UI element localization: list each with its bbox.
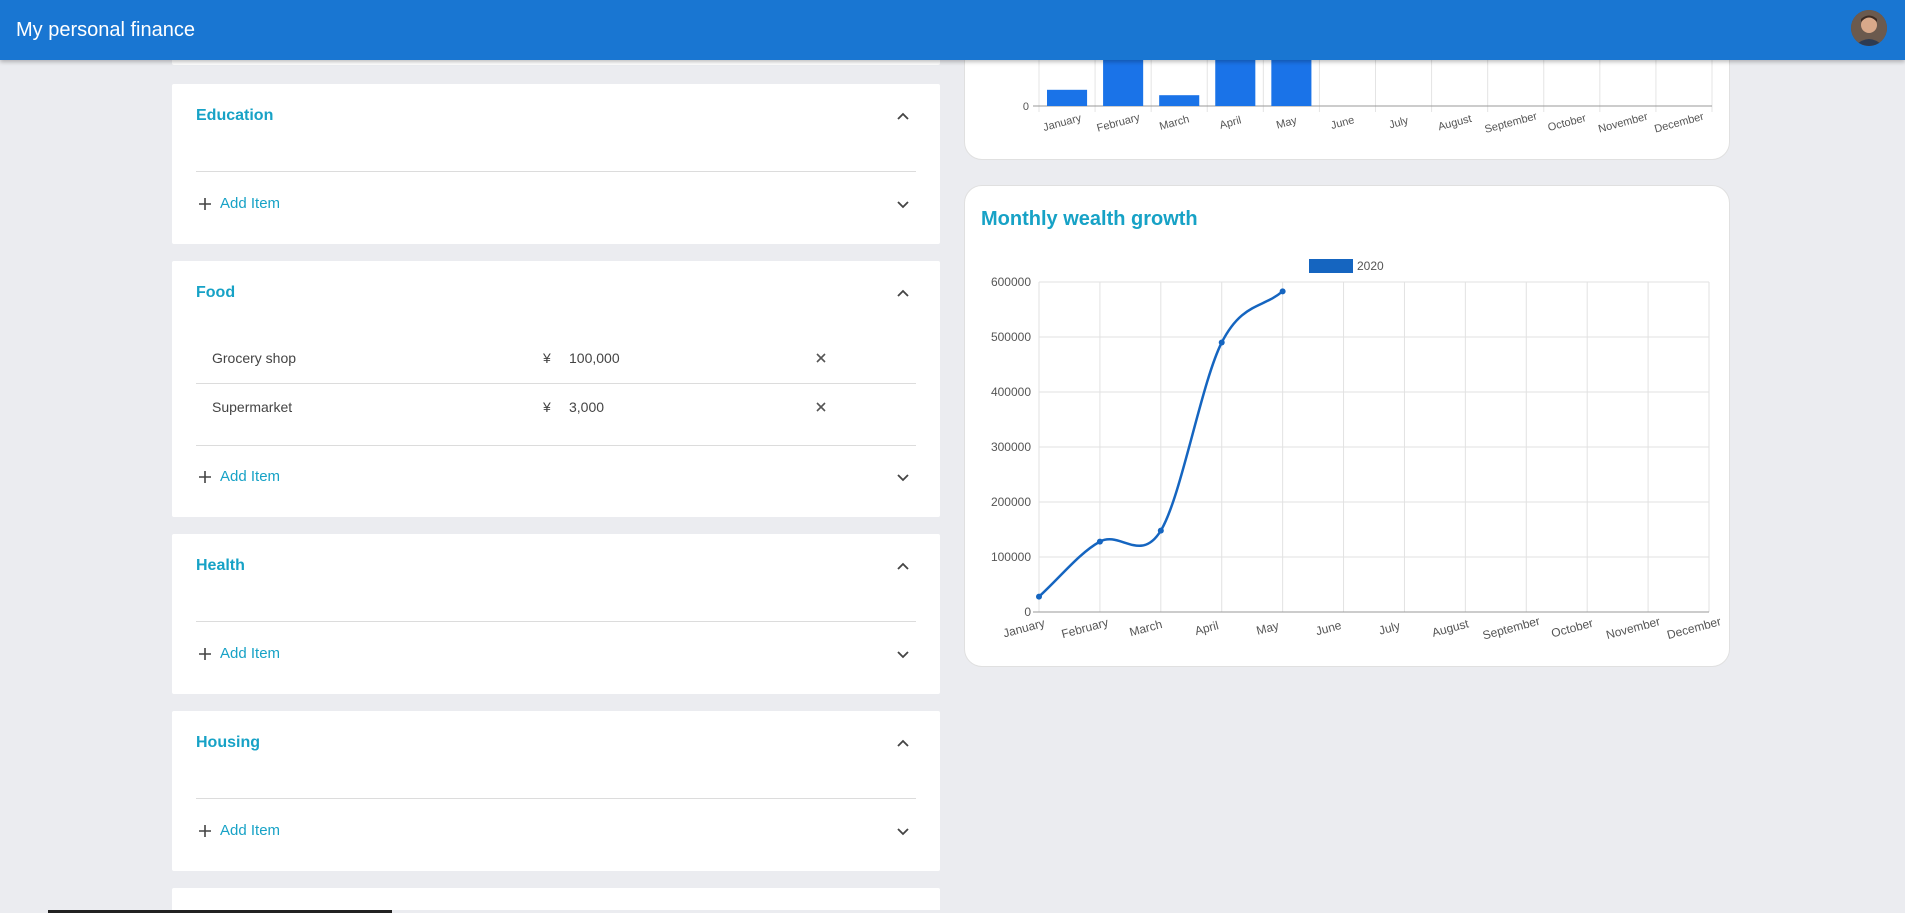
y-tick-label: 600000 (991, 275, 1031, 289)
x-tick-label: July (1377, 619, 1401, 638)
add-item-label: Add Item (220, 195, 281, 212)
add-item-label: Add Item (220, 468, 281, 485)
y-tick-label: 400000 (991, 385, 1031, 399)
x-tick-label: January (1042, 112, 1083, 134)
bar-february (1103, 54, 1144, 106)
category-card-food: Food Grocery shop ¥ 100,000 Supermarket … (172, 261, 940, 517)
currency-symbol: ¥ (543, 350, 551, 366)
app-bar: My personal finance (0, 0, 1905, 60)
category-title: Food (196, 284, 236, 301)
add-item-label: Add Item (220, 645, 281, 662)
chevron-down-icon[interactable] (896, 825, 910, 839)
category-title: Health (196, 557, 245, 574)
x-tick-label: June (1330, 114, 1356, 132)
bottom-edge (0, 910, 1905, 913)
plus-icon (199, 647, 211, 660)
bar-may (1271, 54, 1312, 106)
data-point (1218, 339, 1225, 346)
bar-march (1159, 95, 1200, 106)
expense-name[interactable]: Supermarket (212, 399, 293, 415)
x-tick-label: August (1430, 616, 1470, 639)
line-chart: 2020 0 100000 200000 300000 400000 500000 60000… (991, 259, 1723, 643)
divider (196, 171, 916, 172)
x-tick-label: March (1128, 617, 1164, 639)
chevron-up-icon[interactable] (896, 736, 910, 750)
category-title: Housing (196, 734, 260, 751)
x-tick-label: February (1096, 111, 1142, 134)
y-tick-label: 0 (1024, 605, 1031, 619)
x-tick-label: October (1550, 616, 1595, 641)
x-tick-label: January (1002, 616, 1047, 641)
delete-icon[interactable] (814, 400, 828, 414)
x-tick-label: August (1437, 113, 1473, 133)
category-card-education: Education Add Item (172, 84, 940, 244)
y-tick-label: 0 (1023, 101, 1029, 113)
x-tick-label: April (1218, 114, 1242, 131)
chevron-down-icon[interactable] (896, 648, 910, 662)
x-tick-label: September (1481, 614, 1541, 643)
x-tick-label: May (1275, 114, 1299, 131)
add-item-button[interactable]: Add Item (198, 195, 280, 212)
expense-amount[interactable]: 3,000 (569, 399, 605, 415)
data-point (1096, 538, 1103, 545)
x-tick-label: October (1547, 112, 1588, 134)
x-tick-label: April (1193, 618, 1220, 638)
x-tick-label: November (1597, 111, 1649, 136)
plus-icon (199, 197, 211, 210)
y-tick-label: 200000 (991, 495, 1031, 509)
category-card-health: Health Add Item (172, 534, 940, 694)
divider (196, 621, 916, 622)
data-point (1279, 288, 1286, 295)
y-tick-label: 300000 (991, 440, 1031, 454)
chevron-down-icon[interactable] (896, 198, 910, 212)
currency-symbol: ¥ (543, 399, 551, 415)
add-item-label: Add Item (220, 822, 281, 839)
y-tick-label: 100000 (991, 550, 1031, 564)
expense-name[interactable]: Grocery shop (212, 350, 297, 366)
bar-april (1215, 54, 1256, 106)
legend-swatch (1309, 259, 1353, 273)
chevron-up-icon[interactable] (896, 109, 910, 123)
category-title: Education (196, 107, 274, 124)
chevron-down-icon[interactable] (896, 471, 910, 485)
plus-icon (199, 824, 211, 837)
legend-label: 2020 (1357, 259, 1384, 273)
x-tick-label: May (1255, 618, 1281, 637)
category-card-housing: Housing Add Item (172, 711, 940, 871)
x-tick-label: March (1158, 113, 1191, 133)
x-tick-label: July (1388, 115, 1410, 132)
x-tick-label: February (1060, 615, 1110, 641)
chevron-up-icon[interactable] (896, 286, 910, 300)
add-item-button[interactable]: Add Item (198, 645, 280, 662)
expense-amount[interactable]: 100,000 (569, 350, 620, 366)
divider (196, 798, 916, 799)
divider (196, 445, 916, 446)
avatar[interactable] (1851, 10, 1887, 46)
add-item-button[interactable]: Add Item (198, 468, 280, 485)
chevron-up-icon[interactable] (896, 559, 910, 573)
wealth-growth-card: Monthly wealth growth 2020 0 100000 200000 3… (964, 185, 1730, 667)
series-line-2020 (1038, 290, 1284, 598)
legend: 2020 (1309, 259, 1384, 273)
delete-icon[interactable] (814, 351, 828, 365)
expense-row: Supermarket ¥ 3,000 (196, 384, 916, 432)
data-point (1036, 593, 1042, 600)
x-tick-label: December (1665, 614, 1722, 642)
x-tick-label: November (1605, 614, 1662, 642)
bar-chart: 0 January February March April May June July Aug… (1023, 21, 1713, 136)
plus-icon (199, 470, 211, 483)
x-tick-label: June (1314, 618, 1343, 638)
data-point (1157, 527, 1164, 534)
y-tick-label: 500000 (991, 330, 1031, 344)
bar-january (1047, 89, 1088, 106)
divider (196, 383, 916, 384)
chart-title: Monthly wealth growth (981, 208, 1198, 230)
x-tick-label: December (1653, 111, 1705, 136)
add-item-button[interactable]: Add Item (198, 822, 280, 839)
category-card-next (172, 888, 940, 913)
app-title: My personal finance (16, 18, 195, 41)
expense-row: Grocery shop ¥ 100,000 (196, 335, 916, 383)
x-tick-label: September (1483, 110, 1538, 136)
